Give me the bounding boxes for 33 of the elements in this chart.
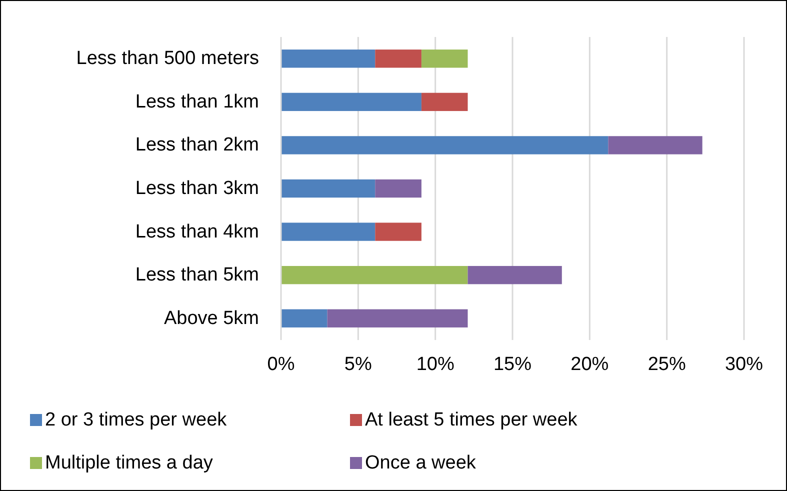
bar (468, 266, 562, 284)
legend-label: 2 or 3 times per week (45, 410, 228, 430)
bar (421, 92, 468, 112)
x-tick-label: 20% (570, 354, 609, 375)
bar (281, 309, 328, 328)
bar (281, 50, 376, 68)
bar (375, 50, 422, 68)
x-tick-label: 5% (344, 354, 372, 375)
legend-label: Multiple times a day (45, 452, 214, 474)
y-tick-label: Less than 3km (135, 178, 259, 199)
y-tick-label: Less than 1km (135, 91, 259, 112)
bar (281, 266, 468, 284)
x-tick-label: 15% (493, 354, 532, 375)
bar (375, 179, 422, 198)
x-tick-label: 30% (724, 354, 764, 375)
bar (327, 309, 468, 328)
bar (281, 222, 376, 241)
bar (375, 222, 422, 241)
y-tick-label: Less than 4km (135, 221, 259, 242)
bar (281, 179, 376, 198)
bar (281, 92, 422, 112)
x-tick-label: 0% (267, 354, 295, 375)
bar (281, 136, 608, 154)
x-tick-label: 10% (416, 354, 454, 375)
y-tick-label: Less than 2km (135, 134, 259, 156)
x-tick-label: 25% (648, 354, 686, 375)
y-tick-label: Less than 5km (135, 264, 259, 286)
y-tick-label: Above 5km (164, 308, 259, 329)
y-tick-label: Less than 500 meters (76, 48, 259, 70)
bar (421, 50, 468, 68)
legend-label: Once a week (365, 452, 476, 474)
legend-label: At least 5 times per week (365, 410, 578, 430)
bar (608, 136, 702, 154)
